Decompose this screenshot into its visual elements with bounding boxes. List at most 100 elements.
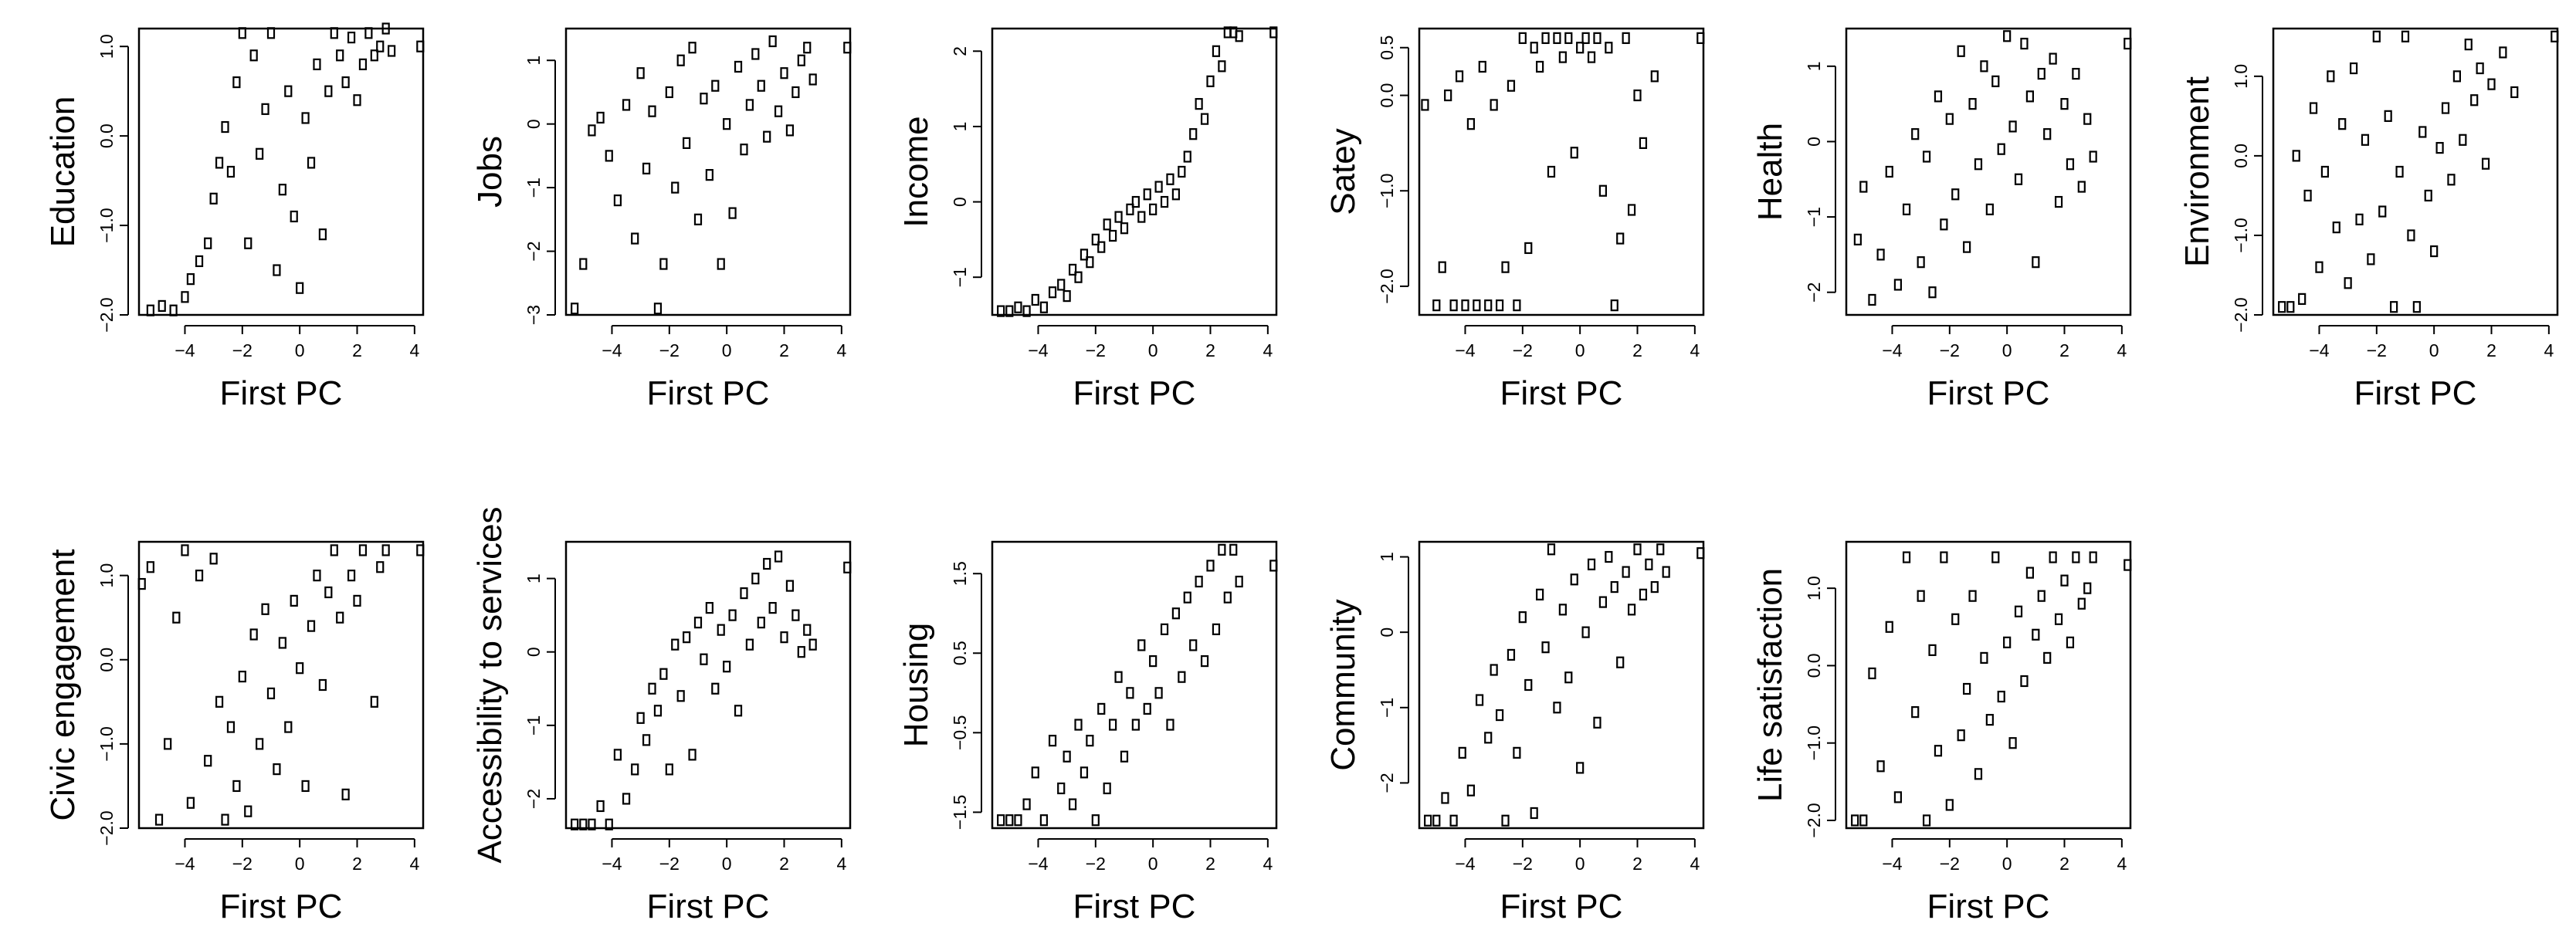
data-point — [780, 67, 788, 79]
data-point — [2124, 37, 2132, 50]
x-tick-label: −2 — [1086, 854, 1106, 874]
y-tick-label: −2.0 — [1804, 803, 1824, 837]
data-point — [1940, 218, 1948, 231]
data-point — [571, 818, 579, 830]
data-point — [330, 544, 338, 556]
data-point — [388, 45, 396, 57]
data-point — [2384, 110, 2392, 122]
data-point — [636, 67, 645, 79]
data-point — [146, 304, 154, 316]
y-axis-title: Satey — [1324, 128, 1362, 215]
data-point — [2037, 67, 2046, 80]
data-point — [1475, 694, 1484, 706]
data-point — [1968, 590, 1977, 602]
data-point — [1103, 782, 1111, 795]
data-point — [2043, 128, 2052, 140]
data-point — [1633, 89, 1642, 102]
data-point — [2054, 195, 2063, 208]
x-tick-label: −4 — [1882, 340, 1902, 360]
data-point — [1587, 558, 1596, 570]
x-tick-label: 0 — [2429, 340, 2439, 360]
data-point — [683, 631, 691, 644]
data-point — [700, 93, 708, 105]
data-point — [256, 147, 264, 160]
y-axis-title: Jobs — [471, 136, 509, 208]
data-point — [579, 258, 588, 270]
data-point — [146, 561, 154, 573]
y-axis-title: Community — [1324, 599, 1362, 771]
data-point — [843, 561, 852, 573]
data-point — [1449, 299, 1458, 312]
x-tick-label: −4 — [602, 340, 622, 360]
data-point — [290, 210, 298, 223]
data-point — [2551, 30, 2559, 42]
data-point — [1696, 32, 1705, 44]
data-point — [1911, 705, 1920, 719]
x-tick-label: 4 — [1263, 854, 1273, 874]
data-point — [1149, 203, 1158, 215]
y-tick-label: −2 — [1804, 282, 1824, 303]
data-point — [571, 303, 579, 315]
x-tick-label: 0 — [1575, 340, 1585, 360]
data-point — [1063, 289, 1071, 303]
data-point — [803, 624, 812, 636]
data-point — [341, 76, 350, 89]
x-tick-label: 2 — [2486, 340, 2496, 360]
data-point — [1622, 32, 1630, 44]
x-tick-label: 2 — [352, 854, 362, 874]
data-point — [1495, 709, 1504, 722]
x-tick-label: 0 — [1575, 854, 1585, 874]
data-point — [1576, 42, 1585, 54]
y-tick-label: 1 — [1804, 61, 1824, 71]
x-axis-title: First PC — [647, 374, 770, 412]
data-point — [1490, 99, 1498, 111]
data-point — [1627, 604, 1636, 616]
data-point — [1518, 611, 1527, 624]
data-point — [2464, 39, 2473, 51]
x-tick-label: −2 — [232, 854, 253, 874]
data-point — [711, 682, 720, 695]
data-point — [1466, 118, 1476, 130]
data-point — [1235, 575, 1243, 588]
data-point — [745, 99, 754, 111]
data-point — [381, 544, 390, 556]
data-point — [1103, 218, 1111, 231]
data-point — [2032, 256, 2040, 269]
data-point — [1022, 798, 1031, 810]
data-point — [215, 695, 224, 708]
x-tick-label: 4 — [1263, 340, 1273, 360]
y-tick-label: −1 — [1804, 207, 1824, 227]
data-point — [2390, 301, 2398, 313]
data-point — [1974, 768, 1983, 780]
data-point — [1868, 293, 1876, 306]
data-point — [290, 594, 298, 607]
data-point — [1530, 807, 1538, 820]
data-point — [1610, 299, 1618, 312]
data-point — [1513, 299, 1521, 312]
data-point — [1461, 299, 1469, 312]
y-tick-label: 0.5 — [1377, 36, 1397, 60]
plot-frame — [564, 27, 852, 316]
x-tick-label: −2 — [1513, 854, 1533, 874]
data-point — [2014, 173, 2023, 185]
data-point — [1570, 147, 1578, 159]
data-point — [195, 570, 204, 582]
data-point — [659, 668, 668, 680]
data-point — [2072, 67, 2080, 80]
y-tick-label: 1.5 — [950, 561, 970, 586]
data-point — [376, 561, 385, 573]
data-point — [1524, 242, 1533, 255]
data-point — [307, 157, 316, 169]
data-point — [1934, 90, 1943, 103]
data-point — [1458, 746, 1466, 759]
data-point — [1610, 580, 1618, 594]
plot-frame — [1845, 27, 2132, 316]
scatter-points — [1421, 32, 1705, 312]
panel-environment: −4 −2 0 2 4 −2.0 −1.0 0.0 1.0 First PC Environment — [2178, 27, 2559, 412]
y-tick-label: 0 — [524, 119, 544, 129]
data-point — [209, 192, 218, 205]
data-point — [2435, 141, 2444, 154]
scatter-points — [146, 22, 425, 316]
y-tick-label: 1.0 — [97, 563, 117, 588]
y-tick-label: 1 — [950, 122, 970, 132]
